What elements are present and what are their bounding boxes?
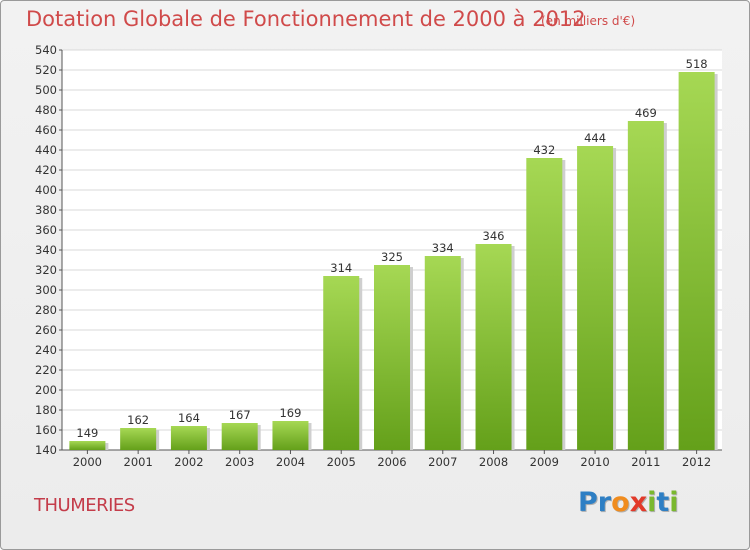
data-label: 469 xyxy=(635,106,657,120)
bars xyxy=(69,72,718,450)
y-tick-labels: 140 160 180 200 220 240 260 280 300 320 340 360 380 4… xyxy=(35,43,57,457)
y-tick-label: 540 xyxy=(35,43,57,57)
x-tick-label: 2009 xyxy=(530,455,559,469)
x-tick-label: 2000 xyxy=(73,455,102,469)
y-tick-label: 280 xyxy=(35,303,57,317)
x-tick-label: 2011 xyxy=(631,455,660,469)
data-label: 162 xyxy=(127,413,149,427)
bar xyxy=(170,426,207,450)
city-name: THUMERIES xyxy=(34,495,135,516)
data-label: 518 xyxy=(686,57,708,71)
y-tick-label: 380 xyxy=(35,203,57,217)
data-labels: 149 162 164 167 169 314 325 334 346 432 444 469 518 xyxy=(76,57,707,440)
x-tick-label: 2007 xyxy=(428,455,457,469)
x-tick-label: 2005 xyxy=(327,455,356,469)
bar xyxy=(323,276,360,450)
bar xyxy=(221,423,258,450)
y-tick-label: 180 xyxy=(35,403,57,417)
x-tick-label: 2002 xyxy=(174,455,203,469)
data-label: 432 xyxy=(533,143,555,157)
chart-subtitle: (en milliers d'€) xyxy=(541,14,636,28)
y-tick-label: 500 xyxy=(35,83,57,97)
data-label: 325 xyxy=(381,250,403,264)
data-label: 334 xyxy=(432,241,454,255)
y-tick-label: 420 xyxy=(35,163,57,177)
y-tick-label: 200 xyxy=(35,383,57,397)
bar xyxy=(475,244,512,450)
bar xyxy=(424,256,461,450)
y-tick-label: 480 xyxy=(35,103,57,117)
data-label: 444 xyxy=(584,131,606,145)
bar xyxy=(272,421,309,450)
logo-letter: i xyxy=(647,487,657,518)
y-tick-label: 300 xyxy=(35,283,57,297)
x-tick-labels: 2000 2001 2002 2003 2004 2005 2006 2007 2008 2009… xyxy=(73,455,712,469)
x-tick-label: 2012 xyxy=(682,455,711,469)
bar xyxy=(678,72,715,450)
data-label: 167 xyxy=(229,408,251,422)
x-tick-label: 2008 xyxy=(479,455,508,469)
logo-letter: t xyxy=(656,487,670,518)
x-tick-label: 2001 xyxy=(124,455,153,469)
logo-letter: r xyxy=(597,487,612,518)
y-tick-label: 160 xyxy=(35,423,57,437)
bar xyxy=(627,121,664,450)
chart-title: Dotation Globale de Fonctionnement de 20… xyxy=(26,7,586,31)
bar xyxy=(69,441,106,450)
y-tick-label: 460 xyxy=(35,123,57,137)
y-tick-label: 360 xyxy=(35,223,57,237)
data-label: 164 xyxy=(178,411,200,425)
y-tick-label: 440 xyxy=(35,143,57,157)
bar xyxy=(577,146,614,450)
y-tick-label: 320 xyxy=(35,263,57,277)
data-label: 346 xyxy=(483,229,505,243)
bar xyxy=(120,428,157,450)
y-tick-label: 520 xyxy=(35,63,57,77)
data-label: 169 xyxy=(279,406,301,420)
bar xyxy=(526,158,563,450)
proxiti-logo: Proxiti xyxy=(578,487,679,518)
logo-letter: i xyxy=(669,487,679,518)
x-tick-label: 2003 xyxy=(225,455,254,469)
y-tick-label: 400 xyxy=(35,183,57,197)
y-tick-label: 340 xyxy=(35,243,57,257)
x-tick-label: 2006 xyxy=(377,455,406,469)
y-tick-label: 260 xyxy=(35,323,57,337)
bar xyxy=(374,265,410,450)
logo-letter: P xyxy=(578,487,598,518)
y-tick-label: 240 xyxy=(35,343,57,357)
logo-letter: x xyxy=(629,487,648,518)
data-label: 314 xyxy=(330,261,352,275)
data-label: 149 xyxy=(76,426,98,440)
x-tick-label: 2010 xyxy=(580,455,609,469)
x-tick-label: 2004 xyxy=(276,455,305,469)
logo-letter: o xyxy=(611,487,630,518)
y-tick-label: 140 xyxy=(35,443,57,457)
y-tick-label: 220 xyxy=(35,363,57,377)
